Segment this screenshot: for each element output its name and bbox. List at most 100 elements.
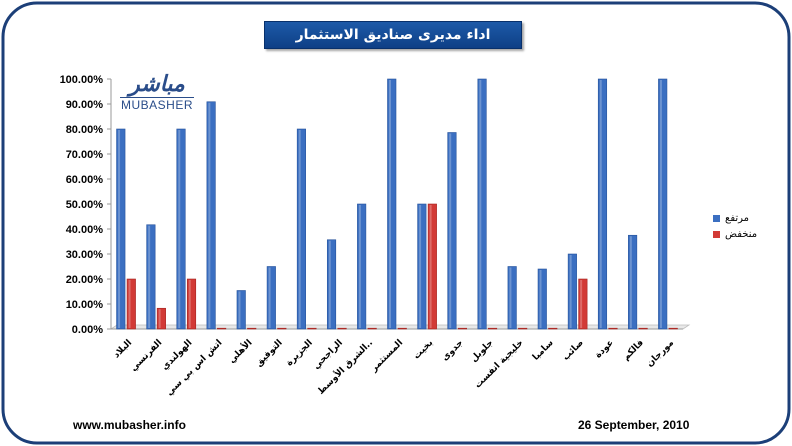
- logo-underline: [120, 97, 194, 98]
- bar-up-shine: [238, 291, 241, 328]
- bar-up-shine: [539, 270, 542, 328]
- logo-latin-text: MUBASHER: [120, 98, 193, 112]
- bar-down: [518, 327, 528, 330]
- legend-item-down: منخفض: [713, 226, 783, 242]
- x-tick-label: المستثمر: [369, 338, 406, 375]
- bar-up: [537, 268, 547, 330]
- x-tick-label: بخيت: [412, 338, 435, 361]
- bar-down: [427, 203, 437, 330]
- bar-up-shine: [358, 205, 361, 328]
- x-tick-label: جلوبل: [469, 338, 495, 364]
- x-tick-label: مورجان: [645, 338, 676, 369]
- bar-up: [296, 128, 306, 330]
- bar-down: [337, 327, 347, 330]
- bar-down: [247, 327, 257, 330]
- bar-down: [217, 327, 227, 330]
- bar-up: [658, 78, 668, 330]
- x-tick-label: البلاد: [112, 338, 134, 360]
- bar-up: [146, 224, 156, 330]
- chart-legend: مرتفع منخفض: [713, 210, 783, 242]
- bar-up-shine: [479, 80, 482, 328]
- y-tick-label: 50.00%: [66, 199, 104, 211]
- bar-up-shine: [268, 267, 271, 328]
- bar-down: [156, 307, 166, 330]
- bar-down: [548, 327, 558, 330]
- plot-background: [111, 75, 689, 329]
- y-tick-label: 10.00%: [66, 299, 104, 311]
- bar-down: [578, 278, 588, 330]
- mubasher-logo: مباشر MUBASHER: [116, 70, 198, 116]
- bar-up-shine: [659, 80, 662, 328]
- legend-label-down: منخفض: [725, 228, 758, 240]
- bar-down: [277, 327, 287, 330]
- y-tick-label: 70.00%: [66, 149, 104, 161]
- bar-up: [357, 203, 367, 330]
- y-tick-label: 40.00%: [66, 224, 104, 236]
- x-tick-label: جدوى: [440, 338, 465, 363]
- legend-item-up: مرتفع: [713, 210, 783, 226]
- bar-down-shine: [429, 205, 432, 328]
- footer-date: 26 September, 2010: [578, 418, 690, 432]
- bar-up-shine: [389, 80, 391, 328]
- bar-up: [266, 266, 276, 330]
- bar-up-shine: [509, 267, 512, 328]
- bar-up: [597, 78, 608, 330]
- bar-up: [477, 78, 487, 330]
- bar-down: [608, 327, 618, 330]
- bar-up: [417, 203, 427, 330]
- bar-up-shine: [298, 130, 301, 328]
- y-tick-label: 60.00%: [66, 174, 104, 186]
- bar-down: [638, 327, 648, 330]
- bar-down: [307, 327, 317, 330]
- bar-down-shine: [128, 280, 131, 328]
- x-tick-label: الأهلي: [226, 337, 255, 366]
- chart-title: اداء مديرى صناديق الاستثمار السعودية: [264, 21, 522, 69]
- bar-down: [367, 327, 377, 330]
- bar-up: [206, 101, 216, 330]
- x-tick-label: اتش اس بي سي: [165, 338, 225, 398]
- bar-up: [628, 234, 638, 330]
- x-tick-label: فالكم: [621, 338, 646, 363]
- legend-swatch-up: [713, 214, 720, 222]
- x-tick-label: الشرق الأوسط..: [315, 337, 375, 397]
- y-tick-label: 30.00%: [66, 249, 104, 261]
- bar-up: [176, 128, 186, 330]
- bar-up-shine: [148, 225, 151, 328]
- y-tick-label: 80.00%: [66, 124, 104, 136]
- x-tick-label: التوفيق: [254, 338, 285, 369]
- bar-up-shine: [599, 80, 602, 328]
- bar-up: [387, 78, 397, 330]
- bar-down: [186, 278, 197, 330]
- logo-arabic-text: مباشر: [129, 71, 185, 97]
- bar-up-shine: [328, 240, 331, 328]
- x-tick-label: الجزيرة: [285, 338, 315, 368]
- bar-down: [126, 278, 136, 330]
- bar-up-shine: [449, 133, 452, 328]
- bar-up: [567, 253, 577, 330]
- bar-up: [507, 266, 517, 330]
- y-tick-label: 90.00%: [66, 99, 104, 111]
- bar-down: [668, 327, 678, 330]
- bar-down: [397, 327, 407, 330]
- bar-down-shine: [580, 280, 583, 328]
- bar-up-shine: [178, 130, 181, 328]
- legend-swatch-down: [713, 230, 720, 238]
- bar-down-shine: [188, 280, 191, 328]
- y-tick-label: 100.00%: [60, 74, 104, 86]
- x-tick-label: عودة: [593, 338, 615, 360]
- y-tick-label: 0.00%: [72, 324, 103, 336]
- bar-up: [116, 128, 126, 330]
- footer-url[interactable]: www.mubasher.info: [73, 418, 186, 432]
- bar-up: [326, 239, 337, 330]
- bar-down: [488, 327, 498, 330]
- x-tick-label: سامبا: [531, 338, 556, 363]
- x-tick-label: الفرنسي: [129, 338, 164, 373]
- legend-label-up: مرتفع: [725, 212, 750, 224]
- bar-up-shine: [419, 205, 422, 328]
- bar-up-shine: [629, 236, 632, 328]
- bar-up: [447, 132, 457, 330]
- y-tick-label: 20.00%: [66, 274, 104, 286]
- bar-up-shine: [208, 102, 211, 328]
- bar-up: [236, 290, 246, 330]
